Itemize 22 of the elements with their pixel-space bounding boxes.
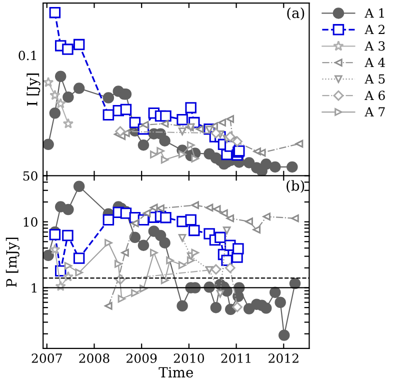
legend-label: A 6 bbox=[364, 90, 385, 100]
legend-label: A 7 bbox=[364, 107, 385, 116]
y-axis-title: I [Jy] bbox=[26, 74, 40, 106]
y-axis-title: P [mJy] bbox=[6, 238, 20, 287]
x-tick-label: 2009 bbox=[126, 354, 157, 363]
x-tick-label: 2012 bbox=[268, 354, 298, 363]
y-tick-label: 10 bbox=[24, 217, 38, 227]
legend-label: A 2 bbox=[364, 24, 384, 34]
legend-label: A 4 bbox=[364, 58, 386, 67]
x-tick-label: 2011 bbox=[221, 354, 250, 363]
legend-label: A 5 bbox=[364, 74, 385, 84]
annotation: (b) bbox=[286, 180, 304, 193]
x-tick-label: 2010 bbox=[174, 354, 204, 363]
x-tick-label: 2007 bbox=[32, 354, 62, 363]
y-tick-label: 50 bbox=[23, 171, 38, 181]
legend-label: A 3 bbox=[364, 41, 385, 51]
x-tick-label: 2008 bbox=[79, 354, 110, 363]
text: 0.1 bbox=[18, 50, 36, 60]
x-axis-title: Time bbox=[158, 367, 194, 378]
legend-label: A 1 bbox=[364, 8, 384, 18]
y-tick-label: 1 bbox=[32, 283, 36, 292]
annotation: (a) bbox=[287, 7, 304, 20]
